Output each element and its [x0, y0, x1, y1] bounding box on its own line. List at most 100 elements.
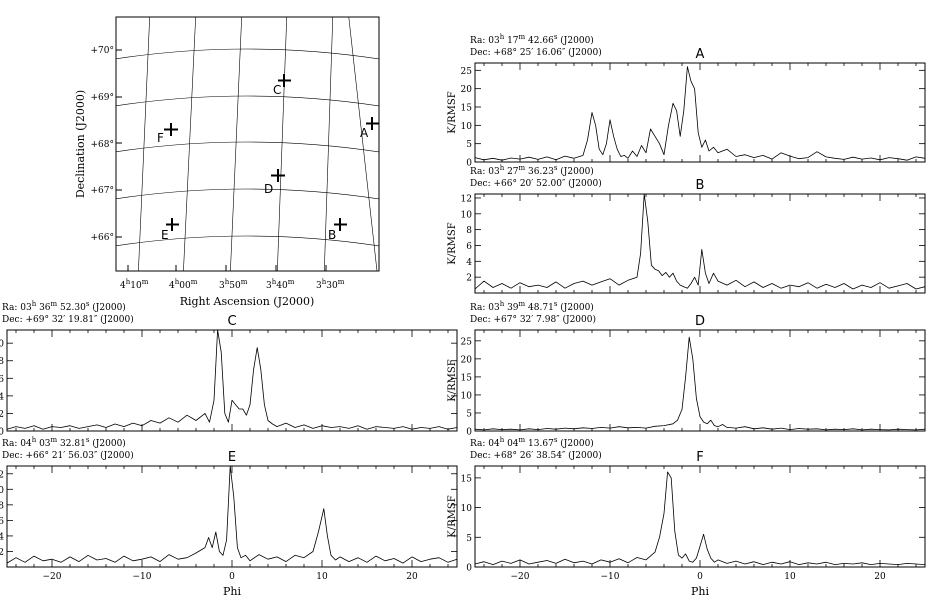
dec-gridline: [116, 141, 379, 153]
panel-ra-label: Ra: 04h 03m 32.81s (J2000): [2, 436, 126, 449]
map-ticks: [116, 49, 327, 271]
sky-map: 4h10m 4h00m 3h50m 3h40m 3h30m +70° +69° …: [74, 16, 380, 308]
source-marker-b: B: [328, 218, 347, 242]
source-marker-d: D: [264, 169, 285, 196]
y-tick-label: 10: [461, 210, 473, 220]
series-line: [474, 336, 926, 431]
y-axis-label: K/RMSF: [447, 222, 458, 264]
dec-gridline: [116, 235, 379, 247]
x-tick-label: −20: [511, 572, 530, 582]
x-tick-label: −20: [43, 572, 62, 582]
y-tick-label: 25: [461, 67, 473, 77]
panel-e: Ra: 04h 03m 32.81s (J2000)Dec: +66° 21′ …: [0, 436, 458, 598]
y-tick-label: 10: [461, 391, 473, 401]
x-tick-label: 0: [697, 572, 703, 582]
plot-frame: [474, 465, 926, 568]
x-axis-label: Phi: [223, 585, 241, 598]
y-tick-label: 0: [466, 428, 472, 438]
panel-letter: C: [227, 314, 236, 329]
panel-b: Ra: 03h 27m 36.23s (J2000)Dec: +66° 20′ …: [447, 164, 926, 294]
series-line: [6, 465, 458, 564]
panel-ra-label: Ra: 03h 17m 42.66s (J2000): [470, 33, 594, 46]
y-tick-label: 10: [0, 340, 4, 350]
x-tick-label: 20: [874, 572, 886, 582]
panel-c: Ra: 03h 36m 52.30s (J2000)Dec: +69° 32′ …: [0, 300, 458, 438]
x-tick-label: 10: [784, 572, 796, 582]
plot-frame: [474, 62, 926, 163]
panel-dec-label: Dec: +68° 26′ 38.54″ (J2000): [470, 450, 602, 461]
dec-tick-labels: +70° +69° +68° +67° +66°: [91, 46, 115, 243]
series-line: [474, 66, 926, 161]
y-tick-label: 0: [0, 428, 4, 438]
ra-tick-labels: 4h10m 4h00m 3h50m 3h40m 3h30m: [120, 278, 345, 291]
dec-tick-label: +69°: [91, 93, 115, 103]
y-tick-label: 2: [0, 410, 4, 420]
x-tick-label: 20: [406, 572, 418, 582]
ra-gridline: [230, 17, 242, 271]
y-tick-label: 0: [466, 564, 472, 574]
panel-letter: A: [696, 47, 705, 62]
ra-tick-label: 3h40m: [266, 278, 295, 291]
svg-text:D: D: [264, 182, 273, 196]
y-tick-label: 5: [466, 534, 472, 544]
ra-tick-label: 3h30m: [316, 278, 345, 291]
y-tick-label: 6: [0, 517, 4, 527]
panel-a: Ra: 03h 17m 42.66s (J2000)Dec: +68° 25′ …: [447, 33, 926, 169]
y-axis-label: K/RMSF: [447, 495, 458, 537]
y-tick-label: 6: [466, 242, 472, 252]
ra-gridline: [183, 17, 196, 271]
panel-dec-label: Dec: +67° 32′ 7.98″ (J2000): [470, 314, 596, 325]
y-tick-label: 10: [0, 486, 4, 496]
panel-d: Ra: 03h 39m 48.71s (J2000)Dec: +67° 32′ …: [447, 300, 926, 438]
y-tick-label: 2: [0, 548, 4, 558]
dec-tick-label: +70°: [91, 46, 115, 56]
panel-ra-label: Ra: 03h 36m 52.30s (J2000): [2, 300, 126, 313]
panel-ra-label: Ra: 03h 27m 36.23s (J2000): [470, 164, 594, 177]
plot-frame: [474, 193, 926, 294]
y-tick-label: 15: [461, 474, 473, 484]
panel-dec-label: Dec: +68° 25′ 16.06″ (J2000): [470, 47, 602, 58]
ra-gridline: [348, 17, 378, 271]
y-tick-label: 8: [0, 501, 4, 511]
x-tick-label: 0: [229, 572, 235, 582]
panel-ra-label: Ra: 03h 39m 48.71s (J2000): [470, 300, 594, 313]
svg-text:F: F: [157, 131, 164, 145]
map-x-axis-label: Right Ascension (J2000): [180, 295, 315, 308]
y-tick-label: 8: [466, 226, 472, 236]
panel-letter: F: [696, 450, 703, 465]
y-tick-label: 4: [0, 392, 4, 402]
panel-dec-label: Dec: +66° 21′ 56.03″ (J2000): [2, 450, 134, 461]
y-tick-label: 12: [0, 470, 4, 480]
svg-text:C: C: [273, 83, 281, 97]
dec-gridline: [116, 188, 379, 200]
series-line: [474, 471, 926, 565]
y-tick-label: 8: [0, 357, 4, 367]
source-marker-c: C: [273, 74, 291, 97]
panel-letter: B: [696, 178, 705, 193]
x-tick-label: −10: [601, 572, 620, 582]
ra-tick-label: 3h50m: [219, 278, 248, 291]
dec-gridline: [116, 95, 379, 107]
y-tick-label: 20: [461, 355, 473, 365]
dec-gridline: [116, 48, 379, 60]
panel-dec-label: Dec: +69° 32′ 19.81″ (J2000): [2, 314, 134, 325]
map-grid: [116, 17, 379, 271]
y-tick-label: 15: [461, 373, 473, 383]
ra-gridline: [323, 17, 334, 271]
y-tick-label: 25: [461, 337, 473, 347]
x-axis-label: Phi: [691, 585, 709, 598]
y-axis-label: K/RMSF: [447, 91, 458, 133]
source-markers: C F A D E B: [157, 74, 379, 242]
y-tick-label: 20: [461, 85, 473, 95]
svg-text:E: E: [161, 228, 169, 242]
panel-letter: D: [695, 314, 705, 329]
y-tick-label: 10: [461, 504, 473, 514]
series-line: [6, 329, 458, 430]
ra-gridline: [138, 17, 150, 271]
y-tick-label: 15: [461, 104, 473, 114]
source-marker-f: F: [157, 123, 178, 145]
ra-gridline: [277, 17, 288, 271]
svg-text:B: B: [328, 228, 336, 242]
y-tick-label: 5: [466, 409, 472, 419]
y-axis-label: K/RMSF: [447, 359, 458, 401]
